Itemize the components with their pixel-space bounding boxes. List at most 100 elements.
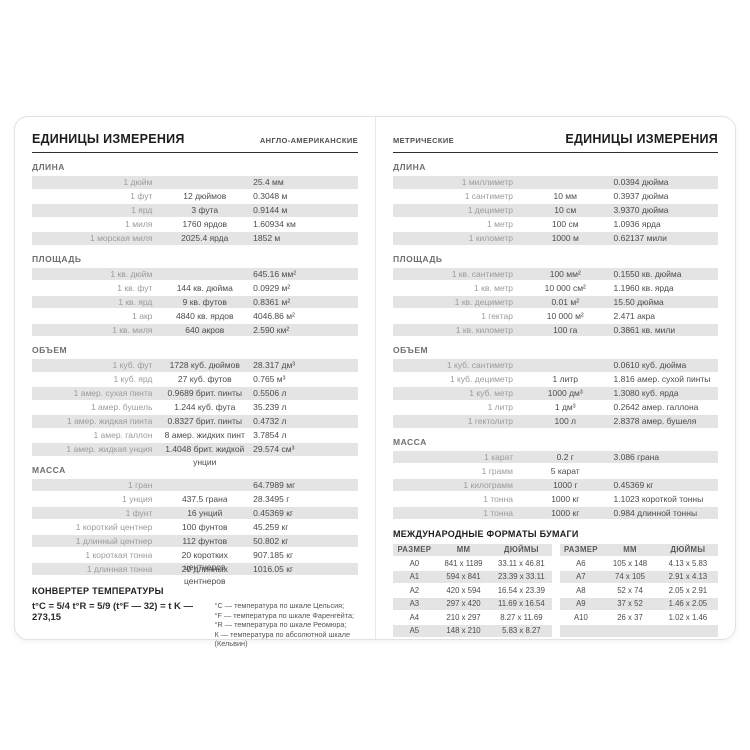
value-cell: 0.45369 кг (613, 479, 654, 490)
page-title: ЕДИНИЦЫ ИЗМЕРЕНИЯ (565, 132, 718, 146)
unit-name-cell: 1 кв. дециметр (454, 296, 513, 307)
mm-cell: 841 x 1189 (444, 558, 483, 568)
temperature-formula: t°C = 5/4 t°R = 5/9 (t°F — 32) = t K — 2… (32, 601, 194, 623)
equivalent-cell: 8 амер. жидких пинт (164, 430, 245, 440)
mm-cell: 52 x 74 (617, 585, 643, 595)
value-cell: 1.3080 куб. ярда (613, 388, 679, 398)
paper-row: A7 74 x 105 2.91 x 4.13 (559, 571, 718, 583)
unit-name-cell: 1 кв. фут (117, 282, 153, 293)
unit-name-cell: 1 морская миля (90, 233, 153, 243)
value-cell: 2.8378 амер. бушеля (613, 416, 697, 426)
mm-cell: 297 x 420 (446, 599, 481, 608)
equivalent-cell: 1 литр (552, 374, 578, 384)
equivalent-cell: 16 унций (187, 507, 223, 518)
value-cell: 1.816 амер. сухой пинты (613, 374, 711, 384)
conversion-row: 1 амер. бушель 1.244 куб. фута 35.239 л (32, 401, 358, 414)
section-label: ДЛИНА (393, 162, 426, 172)
conversion-row: 1 унция 437.5 грана 28.3495 г (32, 493, 358, 506)
temperature-converter-title: КОНВЕРТЕР ТЕМПЕРАТУРЫ (32, 586, 164, 596)
unit-name-cell: 1 унция (122, 493, 153, 504)
right-page: МЕТРИЧЕСКИЕ ЕДИНИЦЫ ИЗМЕРЕНИЯ ДЛИНА 1 мил… (375, 117, 735, 639)
size-header-cell: РАЗМЕР (563, 545, 598, 554)
unit-name-cell: 1 короткий центнер (75, 521, 153, 532)
value-cell: 15.50 дюйма (613, 296, 664, 307)
equivalent-cell: 144 кв. дюйма (176, 282, 233, 293)
unit-name-cell: 1 дециметр (467, 205, 513, 215)
value-cell: 64.7989 мг (253, 479, 296, 490)
value-cell: 35.239 л (253, 402, 287, 412)
mm-cell: 420 x 594 (446, 585, 481, 595)
size-cell (560, 625, 603, 637)
conversion-row: 1 кв. километр 100 га 0.3861 кв. мили (393, 323, 718, 336)
conversion-row: 1 дециметр 10 см 3.9370 дюйма (393, 204, 718, 217)
unit-name-cell: 1 кв. дюйм (110, 268, 153, 279)
left-sections: ДЛИНА 1 дюйм 25.4 мм 1 фут 12 дюймов 0.3048 м… (32, 162, 358, 586)
value-cell: 0.0610 куб. дюйма (613, 360, 687, 370)
value-cell: 45.259 кг (253, 521, 289, 532)
unit-name-cell: 1 акр (132, 310, 153, 321)
unit-name-cell: 1 метр (487, 219, 513, 229)
section-label: ПЛОЩАДЬ (393, 253, 443, 264)
equivalent-cell: 1 дм³ (554, 402, 576, 412)
conversion-row: 1 куб. ярд 27 куб. футов 0.765 м³ (32, 373, 358, 386)
size-cell: A3 (409, 599, 420, 608)
conversion-row: 1 амер. жидкая унция 1.4048 брит. жидкой … (32, 443, 358, 467)
value-cell: 0.4732 л (253, 416, 287, 426)
equivalent-cell: 10 см (554, 205, 577, 215)
conversion-row: 1 тонна 1000 кг 1.1023 короткой тонны (393, 493, 718, 506)
conversion-row: 1 гектар 10 000 м² 2.471 акра (393, 310, 718, 323)
conversion-row: 1 фут 12 дюймов 0.3048 м (32, 190, 358, 203)
conversion-row: 1 кв. фут 144 кв. дюйма 0.0929 м² (32, 282, 358, 295)
unit-name-cell: 1 миллиметр (461, 177, 513, 187)
unit-name-cell: 1 куб. ярд (113, 374, 153, 384)
inches-cell: 16.54 x 23.39 (497, 585, 545, 595)
left-page: ЕДИНИЦЫ ИЗМЕРЕНИЯ АНГЛО-АМЕРИКАНСКИЕ ДЛИ… (15, 117, 375, 648)
unit-name-cell: 1 ярд (131, 205, 153, 215)
equivalent-cell: 1.4048 брит. жидкой унции (165, 444, 245, 467)
unit-name-cell: 1 миля (125, 219, 153, 229)
value-cell: 0.1550 кв. дюйма (613, 268, 682, 279)
paper-row: A8 52 x 74 2.05 x 2.91 (560, 585, 719, 597)
value-cell: 3.7854 л (253, 430, 287, 440)
size-cell: A1 (409, 572, 420, 581)
conversion-row: 1 короткая тонна 20 коротких центнеров 907… (32, 549, 358, 573)
unit-name-cell: 1 амер. жидкая унция (66, 444, 153, 454)
unit-name-cell: 1 кв. метр (474, 282, 513, 293)
value-cell: 0.0394 дюйма (613, 177, 669, 187)
unit-section: ПЛОЩАДЬ 1 кв. сантиметр 100 мм² 0.1550 кв. … (393, 253, 718, 336)
conversion-row: 1 кв. метр 10 000 см² 1.1960 кв. ярда (393, 282, 718, 295)
size-cell: A9 (576, 599, 586, 608)
unit-name-cell: 1 длинная тонна (86, 563, 153, 574)
temperature-note-line: °C — температура по шкале Цельсия; (214, 601, 345, 610)
equivalent-cell: 112 фунтов (182, 535, 228, 546)
mm-cell: 74 x 105 (615, 572, 645, 581)
unit-name-cell: 1 тонна (483, 507, 513, 518)
conversion-row: 1 куб. фут 1728 куб. дюймов 28.317 дм³ (32, 359, 358, 372)
equivalent-cell: 5 карат (550, 465, 580, 476)
conversion-row: 1 амер. сухая пинта 0.9689 брит. пинты 0.5… (32, 387, 358, 400)
conversion-row: 1 морская миля 2025.4 ярда 1852 м (32, 232, 358, 245)
unit-name-cell: 1 короткая тонна (85, 549, 153, 560)
unit-section: ПЛОЩАДЬ 1 кв. дюйм 645.16 мм² 1 кв. фут 144 … (32, 254, 358, 336)
size-cell: A2 (409, 585, 420, 595)
conversion-row: 1 амер. галлон 8 амер. жидких пинт 3.7854 … (32, 429, 358, 442)
left-page-header: ЕДИНИЦЫ ИЗМЕРЕНИЯ АНГЛО-АМЕРИКАНСКИЕ (32, 132, 358, 153)
equivalent-cell: 100 мм² (549, 268, 581, 279)
page-subtitle-metric: МЕТРИЧЕСКИЕ (393, 136, 455, 145)
mm-cell: 210 x 297 (446, 612, 481, 622)
equivalent-cell: 1000 м (551, 233, 579, 243)
value-cell: 0.984 длинной тонны (613, 507, 698, 518)
equivalent-cell: 3 фута (191, 205, 219, 215)
value-cell: 907.185 кг (253, 549, 294, 560)
paper-formats-title: МЕЖДУНАРОДНЫЕ ФОРМАТЫ БУМАГИ (393, 529, 579, 539)
paper-row: A3 297 x 420 11.69 x 16.54 (393, 598, 552, 610)
unit-name-cell: 1 гран (128, 479, 153, 490)
equivalent-cell: 100 фунтов (182, 521, 228, 532)
size-header-cell: РАЗМЕР (397, 545, 432, 554)
value-cell: 0.765 м³ (253, 374, 286, 384)
value-cell: 1852 м (253, 233, 281, 243)
inches-cell: 11.69 x 16.54 (498, 599, 545, 608)
value-cell: 0.62137 мили (613, 233, 667, 243)
value-cell: 3.9370 дюйма (613, 205, 669, 215)
unit-name-cell: 1 амер. жидкая пинта (66, 416, 153, 426)
